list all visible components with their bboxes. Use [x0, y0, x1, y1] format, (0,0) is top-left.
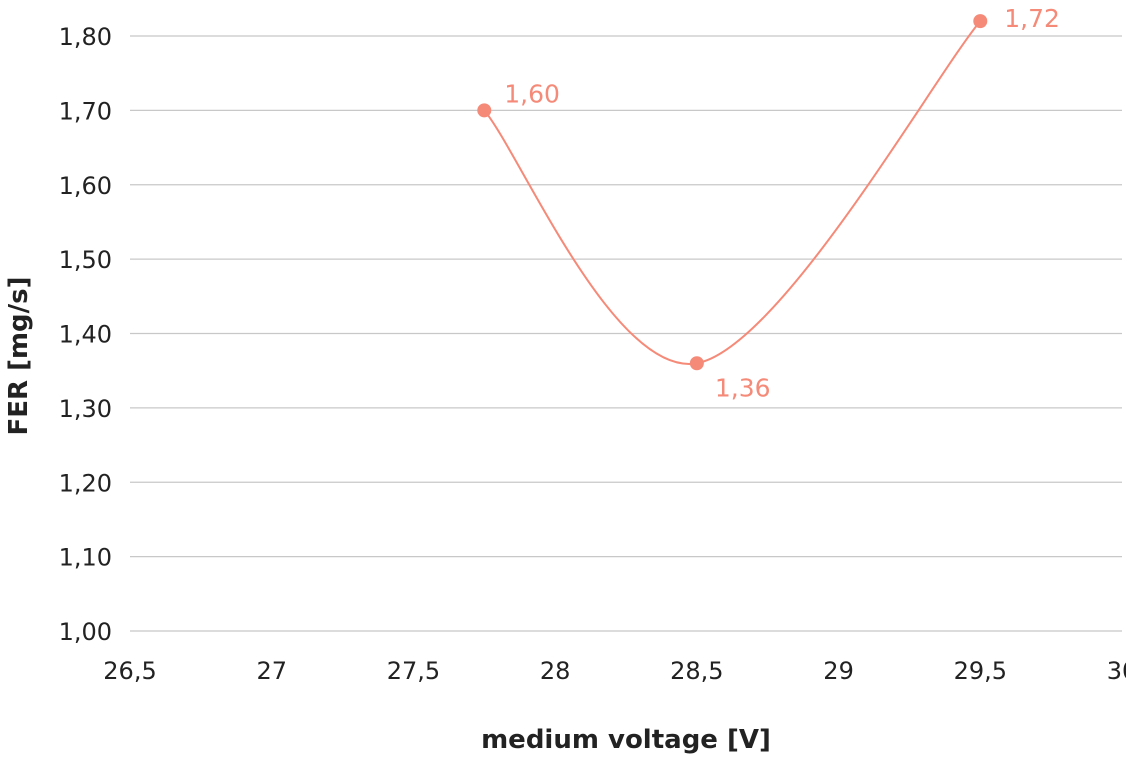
data-labels: 1,60 1,36 1,72	[504, 4, 1060, 402]
y-tick-label: 1,80	[59, 23, 112, 51]
x-tick-label: 26,5	[103, 657, 156, 685]
y-tick-label: 1,40	[59, 321, 112, 349]
x-tick-label: 28	[540, 657, 571, 685]
x-tick-label: 27	[256, 657, 287, 685]
y-tick-label: 1,60	[59, 172, 112, 200]
x-tick-label: 28,5	[670, 657, 723, 685]
grid	[130, 35, 1122, 632]
x-tick-label: 29,5	[954, 657, 1007, 685]
data-label: 1,60	[504, 79, 560, 108]
data-point	[689, 356, 704, 371]
x-axis-ticks: 26,5 27 27,5 28 28,5 29 29,5 30	[103, 657, 1126, 685]
y-axis-title: FER [mg/s]	[4, 276, 34, 435]
y-axis-ticks: 1,00 1,10 1,20 1,30 1,40 1,50 1,60 1,70 1,80	[59, 23, 112, 646]
y-tick-label: 1,30	[59, 395, 112, 423]
y-tick-label: 1,10	[59, 544, 112, 572]
y-tick-label: 1,50	[59, 246, 112, 274]
series	[477, 14, 988, 371]
y-tick-label: 1,20	[59, 469, 112, 497]
data-point	[477, 103, 492, 118]
data-point	[973, 14, 988, 29]
x-tick-label: 29	[823, 657, 854, 685]
x-axis-title: medium voltage [V]	[481, 725, 771, 755]
series-line	[483, 20, 982, 365]
y-tick-label: 1,70	[59, 97, 112, 125]
x-tick-label: 27,5	[387, 657, 440, 685]
data-label: 1,72	[1004, 4, 1060, 33]
y-tick-label: 1,00	[59, 618, 112, 646]
data-label: 1,36	[715, 373, 771, 402]
x-tick-label: 30	[1107, 657, 1126, 685]
